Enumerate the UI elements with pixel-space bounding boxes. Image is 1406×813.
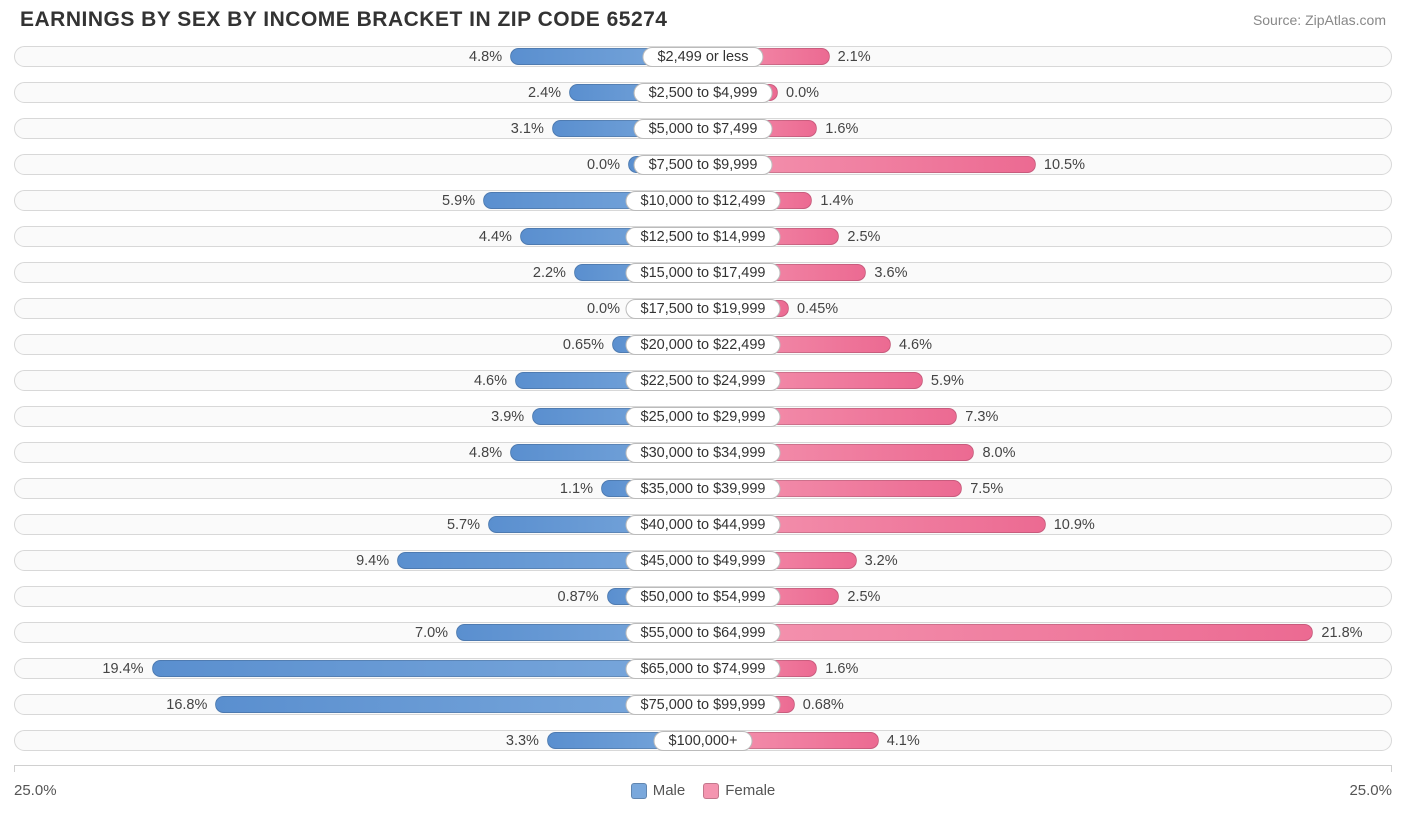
male-value: 7.0%	[415, 625, 448, 641]
male-value: 0.65%	[563, 337, 604, 353]
chart-row: 3.1% 1.6% $5,000 to $7,499	[14, 112, 1392, 145]
bracket-label: $65,000 to $74,999	[626, 659, 781, 679]
chart-row: 3.9% 7.3% $25,000 to $29,999	[14, 400, 1392, 433]
female-value: 7.5%	[970, 481, 1003, 497]
chart-row: 4.6% 5.9% $22,500 to $24,999	[14, 364, 1392, 397]
female-value: 3.2%	[865, 553, 898, 569]
chart-row: 2.4% 0.0% $2,500 to $4,999	[14, 76, 1392, 109]
legend-female-swatch	[703, 783, 719, 799]
female-value: 2.5%	[847, 589, 880, 605]
female-value: 0.45%	[797, 301, 838, 317]
bracket-label: $30,000 to $34,999	[626, 443, 781, 463]
legend-female: Female	[703, 782, 775, 799]
chart-footer: 25.0% Male Female 25.0%	[14, 782, 1392, 799]
female-value: 4.6%	[899, 337, 932, 353]
axis-rule	[14, 765, 1392, 771]
legend-male-label: Male	[653, 782, 686, 799]
male-value: 0.0%	[587, 301, 620, 317]
bracket-label: $2,500 to $4,999	[634, 83, 773, 103]
male-value: 19.4%	[102, 661, 143, 677]
female-value: 10.5%	[1044, 157, 1085, 173]
bracket-label: $75,000 to $99,999	[626, 695, 781, 715]
bracket-label: $40,000 to $44,999	[626, 515, 781, 535]
chart-area: 4.8% 2.1% $2,499 or less 2.4% 0.0% $2,500 to …	[0, 38, 1406, 757]
female-value: 1.6%	[825, 661, 858, 677]
chart-row: 7.0% 21.8% $55,000 to $64,999	[14, 616, 1392, 649]
bracket-label: $2,499 or less	[642, 47, 763, 67]
female-value: 10.9%	[1054, 517, 1095, 533]
chart-row: 19.4% 1.6% $65,000 to $74,999	[14, 652, 1392, 685]
male-value: 4.8%	[469, 445, 502, 461]
female-value: 4.1%	[887, 733, 920, 749]
bracket-label: $15,000 to $17,499	[626, 263, 781, 283]
female-bar	[703, 624, 1313, 641]
male-value: 9.4%	[356, 553, 389, 569]
chart-row: 0.87% 2.5% $50,000 to $54,999	[14, 580, 1392, 613]
female-value: 5.9%	[931, 373, 964, 389]
male-value: 2.4%	[528, 85, 561, 101]
male-value: 2.2%	[533, 265, 566, 281]
chart-row: 4.8% 2.1% $2,499 or less	[14, 40, 1392, 73]
bracket-label: $55,000 to $64,999	[626, 623, 781, 643]
female-value: 0.68%	[803, 697, 844, 713]
chart-row: 0.0% 10.5% $7,500 to $9,999	[14, 148, 1392, 181]
male-value: 3.9%	[491, 409, 524, 425]
chart-row: 3.3% 4.1% $100,000+	[14, 724, 1392, 757]
bracket-label: $45,000 to $49,999	[626, 551, 781, 571]
female-value: 2.1%	[838, 49, 871, 65]
chart-row: 0.0% 0.45% $17,500 to $19,999	[14, 292, 1392, 325]
female-value: 0.0%	[786, 85, 819, 101]
chart-row: 2.2% 3.6% $15,000 to $17,499	[14, 256, 1392, 289]
male-value: 4.4%	[479, 229, 512, 245]
bracket-label: $25,000 to $29,999	[626, 407, 781, 427]
female-value: 1.6%	[825, 121, 858, 137]
bracket-label: $100,000+	[654, 731, 753, 751]
female-value: 8.0%	[982, 445, 1015, 461]
chart-header: EARNINGS BY SEX BY INCOME BRACKET IN ZIP…	[0, 0, 1406, 38]
bracket-label: $20,000 to $22,499	[626, 335, 781, 355]
male-bar	[152, 660, 703, 677]
female-value: 2.5%	[847, 229, 880, 245]
chart-row: 4.4% 2.5% $12,500 to $14,999	[14, 220, 1392, 253]
axis-max-left: 25.0%	[14, 782, 57, 799]
legend-male: Male	[631, 782, 686, 799]
bracket-label: $5,000 to $7,499	[634, 119, 773, 139]
bracket-label: $17,500 to $19,999	[626, 299, 781, 319]
bracket-label: $35,000 to $39,999	[626, 479, 781, 499]
bracket-label: $22,500 to $24,999	[626, 371, 781, 391]
male-value: 16.8%	[166, 697, 207, 713]
chart-row: 5.7% 10.9% $40,000 to $44,999	[14, 508, 1392, 541]
chart-row: 16.8% 0.68% $75,000 to $99,999	[14, 688, 1392, 721]
bracket-label: $12,500 to $14,999	[626, 227, 781, 247]
chart-row: 1.1% 7.5% $35,000 to $39,999	[14, 472, 1392, 505]
chart-row: 9.4% 3.2% $45,000 to $49,999	[14, 544, 1392, 577]
chart-row: 5.9% 1.4% $10,000 to $12,499	[14, 184, 1392, 217]
male-value: 4.6%	[474, 373, 507, 389]
female-value: 1.4%	[820, 193, 853, 209]
chart-title: EARNINGS BY SEX BY INCOME BRACKET IN ZIP…	[20, 8, 667, 32]
male-value: 3.1%	[511, 121, 544, 137]
chart-source: Source: ZipAtlas.com	[1253, 12, 1386, 28]
legend-male-swatch	[631, 783, 647, 799]
legend: Male Female	[631, 782, 776, 799]
bracket-label: $10,000 to $12,499	[626, 191, 781, 211]
female-value: 7.3%	[965, 409, 998, 425]
male-value: 4.8%	[469, 49, 502, 65]
bracket-label: $7,500 to $9,999	[634, 155, 773, 175]
female-value: 21.8%	[1321, 625, 1362, 641]
legend-female-label: Female	[725, 782, 775, 799]
male-value: 3.3%	[506, 733, 539, 749]
male-value: 0.0%	[587, 157, 620, 173]
male-value: 5.9%	[442, 193, 475, 209]
chart-row: 4.8% 8.0% $30,000 to $34,999	[14, 436, 1392, 469]
bracket-label: $50,000 to $54,999	[626, 587, 781, 607]
male-value: 1.1%	[560, 481, 593, 497]
chart-row: 0.65% 4.6% $20,000 to $22,499	[14, 328, 1392, 361]
female-value: 3.6%	[874, 265, 907, 281]
male-value: 5.7%	[447, 517, 480, 533]
male-value: 0.87%	[558, 589, 599, 605]
axis-max-right: 25.0%	[1349, 782, 1392, 799]
